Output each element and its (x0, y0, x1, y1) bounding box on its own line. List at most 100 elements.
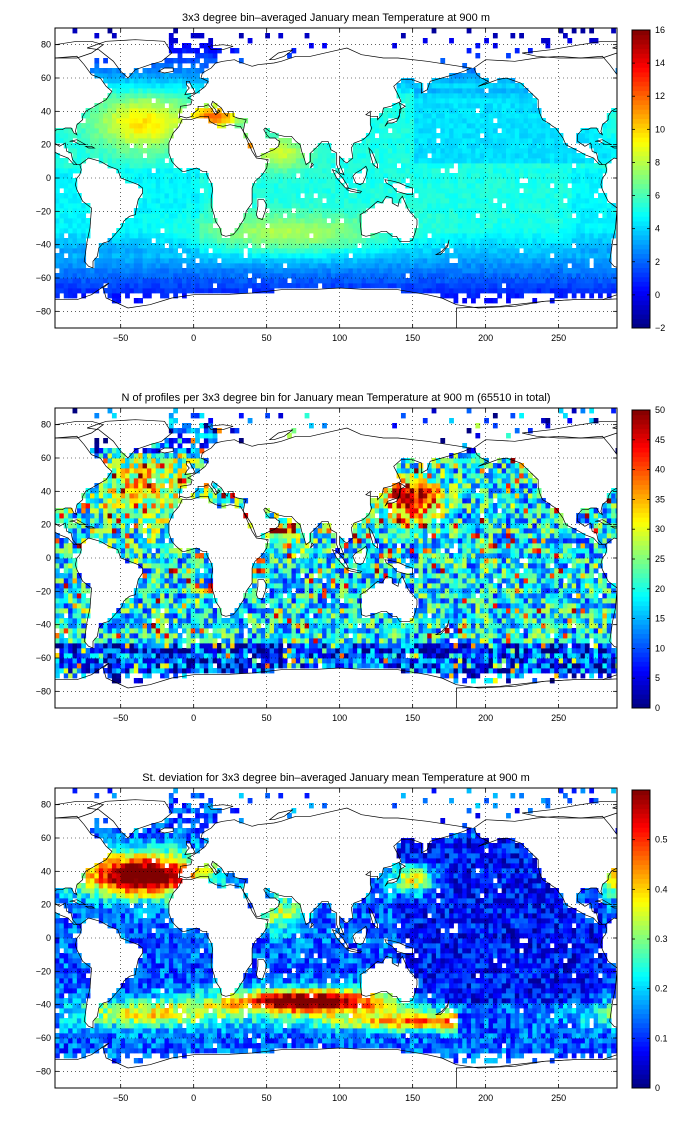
heatmap-cell (103, 638, 108, 643)
heatmap-cell (125, 598, 130, 603)
heatmap-cell (134, 453, 139, 458)
heatmap-cell (344, 198, 349, 203)
heatmap-cell (116, 88, 121, 93)
heatmap-cell (598, 233, 603, 238)
heatmap-cell (462, 138, 467, 143)
heatmap-cell (594, 218, 599, 223)
heatmap-cell (405, 138, 410, 143)
heatmap-cell (528, 233, 533, 238)
heatmap-cell (68, 623, 73, 628)
heatmap-cell (541, 123, 546, 128)
heatmap-cell (598, 218, 603, 223)
heatmap-cell (182, 58, 187, 63)
heatmap-cell (138, 288, 143, 293)
colorbar-step (632, 277, 650, 282)
heatmap-cell (331, 158, 336, 163)
heatmap-cell (278, 248, 283, 253)
heatmap-cell (55, 198, 60, 203)
heatmap-cell (607, 238, 612, 243)
heatmap-cell (397, 258, 402, 263)
heatmap-cell (160, 278, 165, 283)
heatmap-cell (370, 243, 375, 248)
heatmap-cell (77, 158, 82, 163)
heatmap-cell (182, 238, 187, 243)
heatmap-cell (274, 208, 279, 213)
heatmap-cell (200, 63, 205, 68)
heatmap-cell (318, 233, 323, 238)
heatmap-cell (480, 103, 485, 108)
heatmap-cell (300, 188, 305, 193)
heatmap-cell (559, 238, 564, 243)
heatmap-cell (418, 248, 423, 253)
heatmap-cell (418, 153, 423, 158)
heatmap-cell (68, 283, 73, 288)
heatmap-cell (64, 288, 69, 293)
heatmap-cell (414, 173, 419, 178)
heatmap-cell (125, 168, 130, 173)
heatmap-cell (480, 223, 485, 228)
heatmap-cell (121, 88, 126, 93)
heatmap-cell (151, 248, 156, 253)
heatmap-cell (318, 208, 323, 213)
colorbar-step (632, 91, 650, 96)
heatmap-cell (462, 143, 467, 148)
heatmap-cell (305, 173, 310, 178)
heatmap-cell (348, 213, 353, 218)
heatmap-cell (554, 233, 559, 238)
heatmap-cell (81, 288, 86, 293)
heatmap-cell (59, 623, 64, 628)
heatmap-cell (59, 233, 64, 238)
heatmap-cell (221, 278, 226, 283)
heatmap-cell (418, 213, 423, 218)
heatmap-cell (278, 213, 283, 218)
heatmap-cell (195, 173, 200, 178)
heatmap-cell (607, 278, 612, 283)
heatmap-cell (99, 128, 104, 133)
heatmap-cell (423, 158, 428, 163)
heatmap-cell (112, 498, 117, 503)
heatmap-cell (112, 123, 117, 128)
heatmap-cell (331, 178, 336, 183)
heatmap-cell (414, 108, 419, 113)
heatmap-cell (576, 278, 581, 283)
heatmap-cell (318, 243, 323, 248)
heatmap-cell (265, 218, 270, 223)
heatmap-cell (353, 253, 358, 258)
heatmap-cell (462, 263, 467, 268)
heatmap-cell (532, 143, 537, 148)
heatmap-cell (489, 163, 494, 168)
heatmap-cell (134, 218, 139, 223)
heatmap-cell (156, 273, 161, 278)
heatmap-cell (541, 38, 546, 43)
heatmap-cell (64, 553, 69, 558)
heatmap-cell (164, 188, 169, 193)
heatmap-cell (471, 233, 476, 238)
heatmap-cell (134, 598, 139, 603)
heatmap-cell (567, 38, 572, 43)
heatmap-cell (283, 248, 288, 253)
heatmap-cell (480, 143, 485, 148)
heatmap-cell (506, 123, 511, 128)
heatmap-cell (493, 193, 498, 198)
heatmap-cell (340, 263, 345, 268)
heatmap-cell (515, 108, 520, 113)
heatmap-cell (103, 658, 108, 663)
heatmap-cell (116, 623, 121, 628)
heatmap-cell (541, 213, 546, 218)
heatmap-cell (287, 178, 292, 183)
heatmap-cell (129, 173, 134, 178)
heatmap-cell (581, 218, 586, 223)
heatmap-cell (134, 623, 139, 628)
heatmap-cell (436, 143, 441, 148)
heatmap-cell (462, 253, 467, 258)
heatmap-cell (204, 288, 209, 293)
heatmap-cell (90, 113, 95, 118)
heatmap-cell (370, 128, 375, 133)
heatmap-cell (274, 268, 279, 273)
heatmap-cell (208, 273, 213, 278)
heatmap-cell (195, 178, 200, 183)
heatmap-cell (291, 238, 296, 243)
heatmap-cell (243, 268, 248, 273)
heatmap-cell (200, 268, 205, 273)
heatmap-cell (296, 233, 301, 238)
